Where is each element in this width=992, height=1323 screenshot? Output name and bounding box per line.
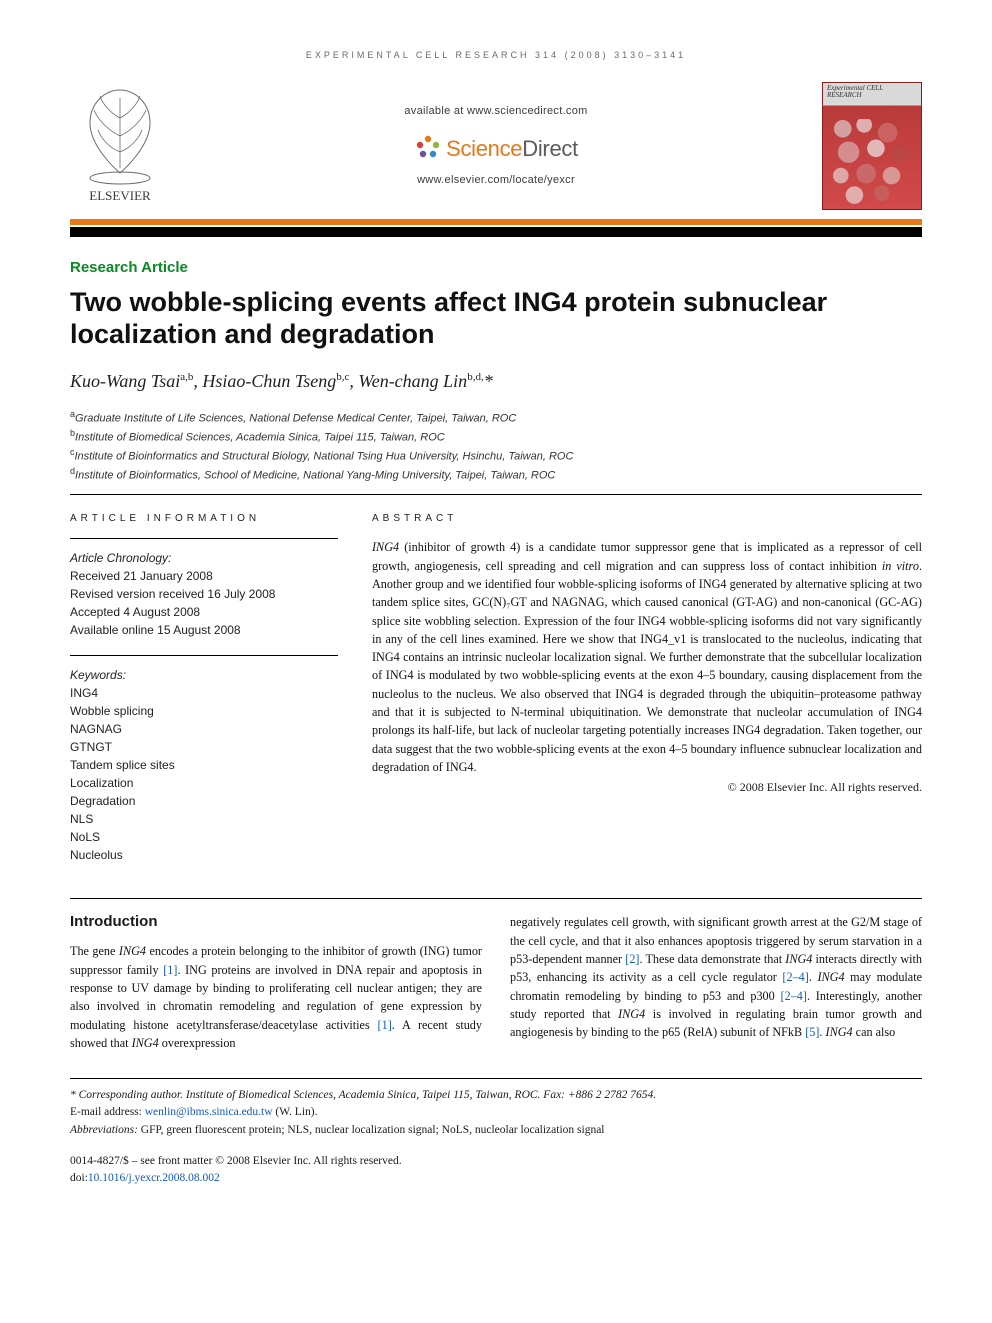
info-abstract-row: ARTICLE INFORMATION Article Chronology: … [70, 513, 922, 880]
keyword-item: Localization [70, 774, 338, 792]
author-list: Kuo-Wang Tsaia,b, Hsiao-Chun Tsengb,c, W… [70, 371, 922, 392]
rule-above-body [70, 898, 922, 899]
chronology-line: Revised version received 16 July 2008 [70, 585, 338, 603]
chronology-line: Accepted 4 August 2008 [70, 603, 338, 621]
keyword-item: NLS [70, 810, 338, 828]
chronology-line: Received 21 January 2008 [70, 567, 338, 585]
introduction-heading: Introduction [70, 913, 482, 930]
keyword-item: NAGNAG [70, 720, 338, 738]
keyword-item: Wobble splicing [70, 702, 338, 720]
abstract-copyright: © 2008 Elsevier Inc. All rights reserved… [372, 780, 922, 795]
doi-link[interactable]: 10.1016/j.yexcr.2008.08.002 [88, 1172, 220, 1184]
journal-thumb-title: Experimental CELL RESEARCH [827, 85, 917, 100]
keyword-item: GTNGT [70, 738, 338, 756]
affiliation-item: aGraduate Institute of Life Sciences, Na… [70, 408, 922, 427]
corresponding-author-note: * Corresponding author. Institute of Bio… [70, 1087, 922, 1104]
journal-thumb-art [831, 119, 913, 207]
rule-black-thick [70, 227, 922, 237]
affiliation-item: bInstitute of Biomedical Sciences, Acade… [70, 427, 922, 446]
body-right-column: negatively regulates cell growth, with s… [510, 913, 922, 1052]
footnotes: * Corresponding author. Institute of Bio… [70, 1078, 922, 1139]
rule-above-info [70, 494, 922, 495]
keywords-block: Keywords: ING4Wobble splicingNAGNAGGTNGT… [70, 655, 338, 864]
keyword-item: NoLS [70, 828, 338, 846]
elsevier-logo: ELSEVIER [70, 78, 170, 213]
chronology-line: Available online 15 August 2008 [70, 621, 338, 639]
article-title: Two wobble-splicing events affect ING4 p… [70, 286, 922, 351]
body-left-column: Introduction The gene ING4 encodes a pro… [70, 913, 482, 1052]
article-chronology-block: Article Chronology: Received 21 January … [70, 538, 338, 639]
keywords-label: Keywords: [70, 666, 338, 684]
journal-cover-thumb: Experimental CELL RESEARCH [822, 82, 922, 210]
abbreviations-line: Abbreviations: GFP, green fluorescent pr… [70, 1122, 922, 1139]
email-line: E-mail address: wenlin@ibms.sinica.edu.t… [70, 1104, 922, 1121]
affiliation-item: cInstitute of Bioinformatics and Structu… [70, 446, 922, 465]
front-matter-line: 0014-4827/$ – see front matter © 2008 El… [70, 1153, 922, 1170]
abstract-column: ABSTRACT ING4 (inhibitor of growth 4) is… [372, 513, 922, 880]
running-head: EXPERIMENTAL CELL RESEARCH 314 (2008) 31… [70, 50, 922, 60]
affiliation-list: aGraduate Institute of Life Sciences, Na… [70, 408, 922, 485]
sd-petals-icon [414, 133, 442, 164]
sciencedirect-logo: ScienceDirect [414, 133, 578, 164]
body-columns: Introduction The gene ING4 encodes a pro… [70, 913, 922, 1052]
keyword-item: ING4 [70, 684, 338, 702]
sd-brand-text: ScienceDirect [446, 136, 578, 162]
front-matter: 0014-4827/$ – see front matter © 2008 El… [70, 1153, 922, 1188]
article-info-column: ARTICLE INFORMATION Article Chronology: … [70, 513, 338, 880]
doi-line: doi:10.1016/j.yexcr.2008.08.002 [70, 1170, 922, 1187]
masthead-center: available at www.sciencedirect.com Scien… [170, 105, 822, 186]
abstract-heading: ABSTRACT [372, 513, 922, 524]
keyword-item: Nucleolus [70, 846, 338, 864]
available-at-line: available at www.sciencedirect.com [170, 105, 822, 117]
corresponding-email-link[interactable]: wenlin@ibms.sinica.edu.tw [145, 1106, 273, 1118]
locate-line: www.elsevier.com/locate/yexcr [170, 174, 822, 186]
section-label: Research Article [70, 259, 922, 276]
intro-left-text: The gene ING4 encodes a protein belongin… [70, 942, 482, 1052]
keyword-item: Tandem splice sites [70, 756, 338, 774]
intro-right-text: negatively regulates cell growth, with s… [510, 913, 922, 1041]
keyword-item: Degradation [70, 792, 338, 810]
rule-orange [70, 219, 922, 225]
svg-text:ELSEVIER: ELSEVIER [89, 188, 151, 203]
abstract-text: ING4 (inhibitor of growth 4) is a candid… [372, 538, 922, 776]
article-info-heading: ARTICLE INFORMATION [70, 513, 338, 524]
masthead: ELSEVIER available at www.sciencedirect.… [70, 78, 922, 213]
affiliation-item: dInstitute of Bioinformatics, School of … [70, 465, 922, 484]
chronology-label: Article Chronology: [70, 549, 338, 567]
